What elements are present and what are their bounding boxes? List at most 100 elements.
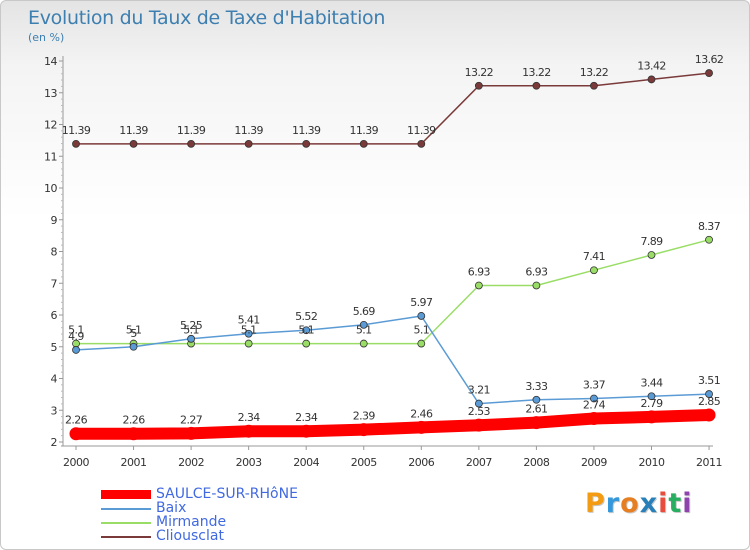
data-label-1-9: 3.37	[583, 379, 606, 392]
y-tick-label-10: 10	[44, 182, 57, 195]
data-point-0-11	[702, 408, 716, 422]
y-tick-label-4: 4	[51, 373, 58, 386]
data-point-0-7	[472, 418, 486, 432]
y-tick-label-11: 11	[44, 150, 57, 163]
brand-letter: t	[668, 488, 683, 519]
data-point-3-8	[532, 81, 541, 90]
data-point-3-1	[129, 139, 138, 148]
series-line-1	[75, 315, 710, 405]
data-label-1-2: 5.25	[180, 319, 203, 332]
data-label-3-6: 11.39	[407, 124, 436, 137]
brand-letter: i	[682, 488, 693, 519]
data-point-0-1	[127, 427, 141, 441]
y-tick-label-5: 5	[51, 341, 58, 354]
brand-letter: P	[585, 488, 606, 519]
data-label-0-9: 2.74	[583, 399, 606, 412]
data-point-3-3	[244, 139, 253, 148]
brand-logo: Proxiti	[585, 488, 693, 519]
series-line-3	[75, 72, 710, 145]
data-point-0-4	[299, 424, 313, 438]
legend: SAULCE-SUR-RHôNE Baix Mirmande Cliousclat	[101, 486, 361, 544]
x-tick-label-2008: 2008	[523, 456, 549, 469]
legend-swatch	[101, 508, 151, 510]
y-tick-label-14: 14	[44, 55, 57, 68]
data-label-3-9: 13.22	[580, 66, 609, 79]
x-tick-label-2003: 2003	[236, 456, 262, 469]
data-point-1-6	[417, 312, 426, 320]
x-tick-label-2002: 2002	[178, 456, 204, 469]
y-tick-label-9: 9	[51, 214, 58, 227]
y-tick-label-13: 13	[44, 87, 57, 100]
x-tick-label-2007: 2007	[466, 456, 492, 469]
data-point-1-11	[705, 390, 713, 398]
x-tick-label-2001: 2001	[121, 456, 147, 469]
chart-title: Evolution du Taux de Taxe d'Habitation	[28, 7, 386, 29]
data-point-0-2	[184, 426, 198, 440]
y-unit-label: (en %)	[28, 31, 65, 44]
legend-label: Baix	[156, 500, 187, 516]
data-label-3-8: 13.22	[522, 66, 551, 79]
series-line-2	[75, 239, 710, 345]
y-tick-label-6: 6	[51, 309, 58, 322]
legend-label: SAULCE-SUR-RHôNE	[156, 486, 298, 502]
legend-item: Baix	[101, 500, 361, 516]
data-label-2-9: 7.41	[583, 250, 605, 263]
data-label-2-1: 5.1	[126, 324, 142, 337]
data-label-2-5: 5.1	[356, 324, 372, 337]
x-tick-label-2009: 2009	[581, 456, 607, 469]
data-label-0-8: 2.61	[525, 403, 547, 416]
data-label-0-1: 2.26	[123, 414, 146, 427]
data-label-3-3: 11.39	[234, 124, 263, 137]
data-point-1-7	[474, 399, 483, 408]
data-label-2-10: 7.89	[640, 235, 663, 248]
data-label-1-3: 5.41	[238, 314, 260, 327]
data-point-1-10	[647, 392, 656, 401]
data-point-3-5	[359, 139, 368, 148]
data-point-3-10	[647, 75, 656, 84]
data-point-1-8	[532, 395, 541, 404]
data-point-2-11	[705, 235, 713, 244]
data-label-0-4: 2.34	[295, 411, 318, 424]
data-point-0-5	[357, 423, 371, 437]
data-point-3-0	[72, 139, 80, 148]
data-label-0-10: 2.79	[640, 397, 663, 410]
x-tick-label-2000: 2000	[63, 456, 89, 469]
data-label-3-4: 11.39	[292, 124, 321, 137]
brand-letter: o	[620, 488, 640, 519]
data-point-0-0	[69, 427, 83, 441]
legend-swatch	[101, 490, 151, 499]
y-tick-label-8: 8	[51, 246, 58, 259]
data-label-1-10: 3.44	[640, 376, 663, 389]
data-label-3-10: 13.42	[637, 59, 666, 72]
brand-letter: x	[639, 488, 659, 519]
data-point-2-9	[590, 266, 598, 275]
x-tick-label-2004: 2004	[293, 456, 319, 469]
data-label-1-1: 5	[130, 327, 137, 340]
y-tick-label-3: 3	[51, 404, 58, 417]
data-label-1-4: 5.52	[295, 310, 317, 323]
data-label-1-5: 5.69	[353, 305, 376, 318]
data-point-3-4	[302, 139, 311, 148]
data-label-1-6: 5.97	[410, 296, 433, 309]
data-point-1-0	[72, 346, 80, 354]
data-point-1-2	[187, 334, 196, 343]
brand-letter: i	[658, 488, 669, 519]
legend-item: Mirmande	[101, 514, 361, 530]
data-point-0-6	[414, 420, 428, 434]
data-label-3-0: 11.39	[62, 124, 91, 137]
legend-swatch	[101, 522, 151, 524]
y-tick-label-7: 7	[51, 277, 58, 290]
data-label-1-0: 4.9	[68, 330, 84, 343]
data-point-2-6	[417, 339, 426, 348]
data-point-3-2	[187, 139, 196, 148]
data-point-3-7	[474, 81, 483, 90]
legend-item: SAULCE-SUR-RHôNE	[101, 486, 361, 502]
data-label-2-2: 5.1	[183, 324, 199, 337]
data-point-2-3	[244, 339, 253, 348]
data-label-1-7: 3.21	[468, 384, 490, 397]
data-label-3-5: 11.39	[350, 124, 379, 137]
x-tick-label-2011: 2011	[696, 456, 722, 469]
x-tick-label-2005: 2005	[351, 456, 377, 469]
data-point-1-1	[129, 342, 138, 351]
